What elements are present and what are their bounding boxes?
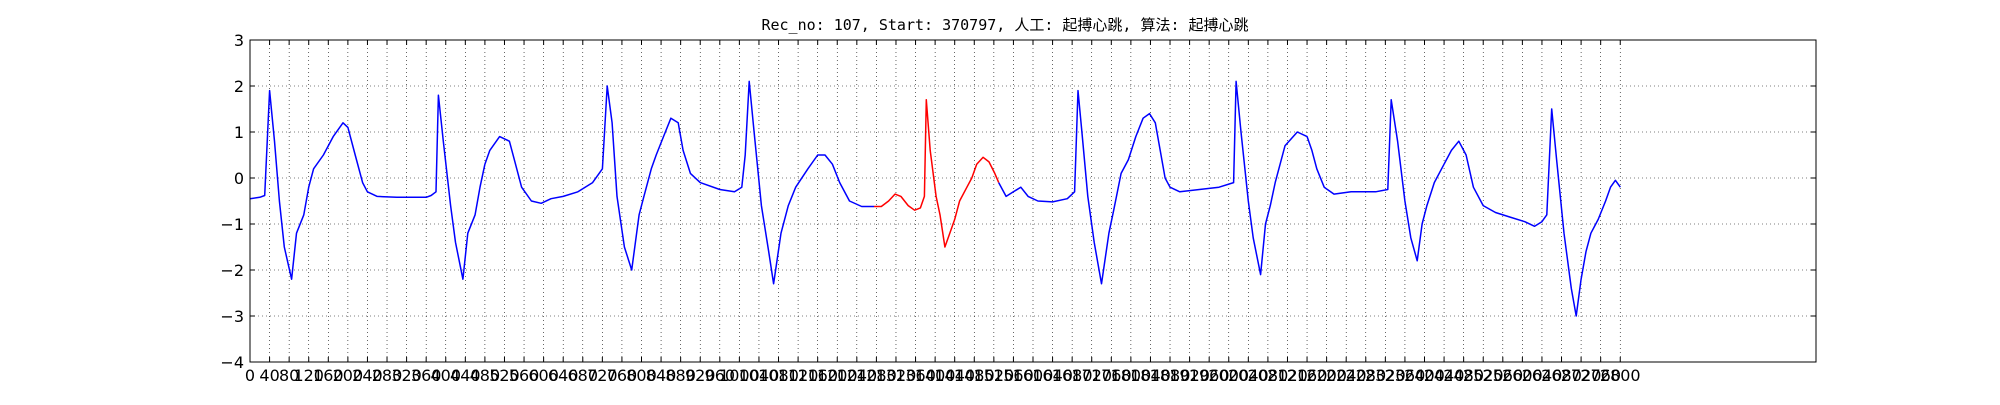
x-tick-label: 1120 xyxy=(778,366,819,385)
x-tick-label: 2640 xyxy=(1522,366,1563,385)
x-tick-label: 640 xyxy=(548,366,579,385)
x-tick-label: 440 xyxy=(450,366,481,385)
x-tick-label: 1640 xyxy=(1032,366,1073,385)
x-tick-label: 1280 xyxy=(856,366,897,385)
x-tick-label: 1920 xyxy=(1169,366,1210,385)
x-tick-label: 360 xyxy=(411,366,442,385)
ecg-series-line-1 xyxy=(249,80,874,285)
ecg-series-line-3 xyxy=(998,80,1621,317)
x-tick-label: 160 xyxy=(313,366,344,385)
x-tick-label: 240 xyxy=(352,366,383,385)
x-tick-label: 2080 xyxy=(1248,366,1289,385)
y-tick-label: −1 xyxy=(220,215,244,234)
x-tick-label: 200 xyxy=(333,366,364,385)
x-tick-label: 1520 xyxy=(973,366,1014,385)
x-tick-label: 2120 xyxy=(1267,366,1308,385)
x-tick-label: 2160 xyxy=(1287,366,1328,385)
ticks xyxy=(249,39,1816,363)
x-tick-label: 880 xyxy=(665,366,696,385)
x-tick-label: 2200 xyxy=(1306,366,1347,385)
x-tick-label: 1480 xyxy=(954,366,995,385)
x-tick-label: 2680 xyxy=(1541,366,1582,385)
y-tick-label: 3 xyxy=(234,31,244,50)
x-tick-label: 600 xyxy=(528,366,559,385)
x-tick-label: 2440 xyxy=(1424,366,1465,385)
x-tick-label: 1080 xyxy=(758,366,799,385)
x-tick-label: 1880 xyxy=(1150,366,1191,385)
x-tick-label: 2360 xyxy=(1385,366,1426,385)
y-tick-label: −2 xyxy=(220,261,244,280)
x-tick-label: 1720 xyxy=(1071,366,1112,385)
x-tick-label: 1160 xyxy=(797,366,838,385)
x-tick-label: 2560 xyxy=(1482,366,1523,385)
x-tick-label: 0 xyxy=(245,366,255,385)
x-tick-label: 920 xyxy=(685,366,716,385)
x-tick-label: 1400 xyxy=(915,366,956,385)
series-lines xyxy=(249,80,1621,317)
x-tick-label: 2040 xyxy=(1228,366,1269,385)
chart-title: Rec_no: 107, Start: 370797, 人工: 起搏心跳, 算法… xyxy=(761,16,1248,34)
x-tick-label: 680 xyxy=(568,366,599,385)
x-tick-label: 2600 xyxy=(1502,366,1543,385)
x-tick-label: 1320 xyxy=(876,366,917,385)
x-tick-label: 1960 xyxy=(1189,366,1230,385)
x-tick-label: 520 xyxy=(489,366,520,385)
x-tick-label: 560 xyxy=(509,366,540,385)
x-tick-label: 2000 xyxy=(1208,366,1249,385)
x-tick-label: 2480 xyxy=(1443,366,1484,385)
x-tick-label: 2760 xyxy=(1580,366,1621,385)
x-tick-label: 120 xyxy=(293,366,324,385)
x-tick-label: 2320 xyxy=(1365,366,1406,385)
x-tick-label: 1560 xyxy=(993,366,1034,385)
x-tick-label: 1760 xyxy=(1091,366,1132,385)
grid-lines xyxy=(249,40,1816,362)
y-tick-label: 2 xyxy=(234,77,244,96)
x-tick-label: 40 xyxy=(259,366,279,385)
ecg-series-line-2 xyxy=(874,99,1000,248)
y-tick-label: −4 xyxy=(220,353,244,372)
x-tick-label: 2280 xyxy=(1345,366,1386,385)
x-tick-label: 960 xyxy=(705,366,736,385)
x-tick-label: 1360 xyxy=(895,366,936,385)
tick-labels: 0 40 8012016020024028032036040044048052056… xyxy=(220,31,1640,385)
x-tick-label: 720 xyxy=(587,366,618,385)
x-tick-label: 1040 xyxy=(739,366,780,385)
x-tick-label: 2240 xyxy=(1326,366,1367,385)
x-tick-label: 1240 xyxy=(836,366,877,385)
x-tick-label: 1800 xyxy=(1111,366,1152,385)
x-tick-label: 1600 xyxy=(1013,366,1054,385)
x-tick-label: 480 xyxy=(470,366,501,385)
x-tick-label: 760 xyxy=(607,366,638,385)
y-tick-label: 0 xyxy=(234,169,244,188)
x-tick-label: 1000 xyxy=(719,366,760,385)
x-tick-label: 1200 xyxy=(817,366,858,385)
x-tick-label: 80 xyxy=(279,366,299,385)
x-tick-label: 2400 xyxy=(1404,366,1445,385)
x-tick-label: 2720 xyxy=(1561,366,1602,385)
y-tick-label: 1 xyxy=(234,123,244,142)
x-tick-label: 280 xyxy=(372,366,403,385)
x-tick-label: 400 xyxy=(430,366,461,385)
x-tick-label: 1440 xyxy=(934,366,975,385)
x-tick-label: 800 xyxy=(626,366,657,385)
x-tick-label: 840 xyxy=(646,366,677,385)
x-tick-label: 1680 xyxy=(1052,366,1093,385)
x-tick-label: 320 xyxy=(391,366,422,385)
x-tick-label: 2520 xyxy=(1463,366,1504,385)
y-tick-label: −3 xyxy=(220,307,244,326)
x-tick-label: 2800 xyxy=(1600,366,1641,385)
x-tick-label: 1840 xyxy=(1130,366,1171,385)
